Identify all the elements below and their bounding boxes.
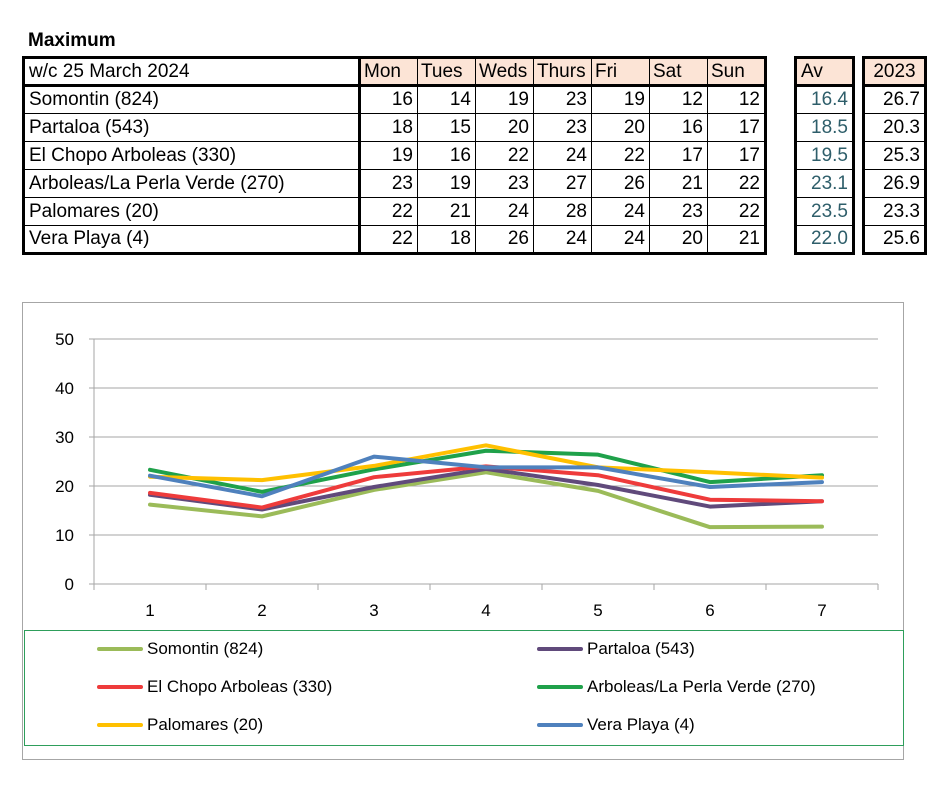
station-name: Somontin (824): [23, 85, 361, 114]
day-header: Sun: [707, 57, 766, 87]
station-name: El Chopo Arboleas (330): [23, 141, 361, 170]
x-tick-label: 2: [257, 601, 266, 620]
temperature-cell: 22: [359, 225, 418, 254]
year-2023-cell: 23.3: [863, 197, 926, 226]
station-name: Vera Playa (4): [23, 225, 361, 254]
legend-item: Vera Playa (4): [537, 715, 695, 735]
temperature-cell: 12: [707, 85, 766, 114]
temperature-cell: 23: [533, 85, 592, 114]
year-2023-cell: 26.7: [863, 85, 926, 114]
day-header: Thurs: [533, 57, 592, 87]
y-tick-label: 30: [55, 428, 74, 447]
temperature-cell: 16: [417, 141, 476, 170]
year-header: 2023: [863, 57, 926, 87]
temperature-cell: 19: [475, 85, 534, 114]
legend-label: Vera Playa (4): [587, 715, 695, 734]
y-tick-label: 0: [65, 575, 74, 594]
y-tick-label: 10: [55, 526, 74, 545]
series-line-0: [148, 470, 824, 530]
temperature-cell: 23: [533, 113, 592, 142]
legend-label: Arboleas/La Perla Verde (270): [587, 677, 816, 696]
series-line-5: [148, 454, 824, 499]
legend-label: Somontin (824): [147, 639, 264, 658]
temperature-cell: 21: [649, 169, 708, 198]
table-row: Palomares (20) 22 21 24 28 24 23 22: [23, 197, 766, 226]
x-tick-label: 7: [817, 601, 826, 620]
table-row: Vera Playa (4) 22 18 26 24 24 20 21: [23, 225, 766, 254]
legend-item: Partaloa (543): [537, 639, 695, 659]
day-header: Fri: [591, 57, 650, 87]
temperature-cell: 23: [359, 169, 418, 198]
temperature-cell: 20: [649, 225, 708, 254]
legend-swatch: [537, 723, 583, 727]
temperature-cell: 23: [475, 169, 534, 198]
temperature-cell: 14: [417, 85, 476, 114]
legend-swatch: [537, 647, 583, 651]
average-cell: 19.5: [795, 141, 854, 170]
week-label: w/c 25 March 2024: [23, 57, 361, 87]
temperature-cell: 24: [533, 225, 592, 254]
legend-swatch: [97, 647, 143, 651]
temperature-cell: 16: [359, 85, 418, 114]
station-name: Palomares (20): [23, 197, 361, 226]
year-2023-table: 2023 26.7 20.3 25.3 26.9 23.3 25.6: [862, 56, 927, 255]
legend-label: Partaloa (543): [587, 639, 695, 658]
x-tick-label: 4: [481, 601, 490, 620]
temperature-cell: 21: [707, 225, 766, 254]
temperature-cell: 24: [591, 197, 650, 226]
temperature-cell: 16: [649, 113, 708, 142]
temperature-cell: 20: [591, 113, 650, 142]
legend-item: Somontin (824): [97, 639, 263, 659]
av-header: Av: [795, 57, 854, 87]
legend-swatch: [97, 723, 143, 727]
year-2023-cell: 25.6: [863, 225, 926, 254]
temperature-cell: 24: [475, 197, 534, 226]
average-table: Av 16.4 18.5 19.5 23.1 23.5 22.0: [794, 56, 855, 255]
table-header-row: w/c 25 March 2024 Mon Tues Weds Thurs Fri Sat S…: [23, 57, 766, 87]
legend-label: Palomares (20): [147, 715, 264, 734]
page-title: Maximum: [28, 30, 116, 51]
station-name: Partaloa (543): [23, 113, 361, 142]
temperature-cell: 22: [707, 197, 766, 226]
temperature-cell: 19: [417, 169, 476, 198]
temperature-cell: 19: [359, 141, 418, 170]
y-tick-label: 40: [55, 379, 74, 398]
y-tick-label: 50: [55, 330, 74, 349]
series-line-4: [148, 443, 824, 483]
x-tick-label: 6: [705, 601, 714, 620]
legend-item: Palomares (20): [97, 715, 263, 735]
year-2023-cell: 25.3: [863, 141, 926, 170]
table-row: Somontin (824) 16 14 19 23 19 12 12: [23, 85, 766, 114]
legend-item: El Chopo Arboleas (330): [97, 677, 332, 697]
temperature-cell: 17: [707, 113, 766, 142]
legend-swatch: [97, 685, 143, 689]
y-tick-label: 20: [55, 477, 74, 496]
average-cell: 22.0: [795, 225, 854, 254]
series-line-3: [148, 448, 824, 494]
average-cell: 16.4: [795, 85, 854, 114]
chart-frame: [22, 302, 904, 760]
average-cell: 18.5: [795, 113, 854, 142]
x-tick-label: 1: [145, 601, 154, 620]
legend-item: Arboleas/La Perla Verde (270): [537, 677, 816, 697]
x-tick-label: 3: [369, 601, 378, 620]
temperature-table: w/c 25 March 2024 Mon Tues Weds Thurs Fri Sat S…: [22, 56, 767, 255]
chart-legend: Somontin (824) Partaloa (543) El Chopo Arb…: [24, 630, 904, 746]
table-row: Partaloa (543) 18 15 20 23 20 16 17: [23, 113, 766, 142]
temperature-cell: 22: [707, 169, 766, 198]
table-row: El Chopo Arboleas (330) 19 16 22 24 22 17 17: [23, 141, 766, 170]
x-tick-label: 5: [593, 601, 602, 620]
legend-label: El Chopo Arboleas (330): [147, 677, 333, 696]
day-header: Tues: [417, 57, 476, 87]
temperature-cell: 17: [707, 141, 766, 170]
temperature-cell: 23: [649, 197, 708, 226]
day-header: Sat: [649, 57, 708, 87]
temperature-cell: 24: [533, 141, 592, 170]
temperature-cell: 24: [591, 225, 650, 254]
temperature-cell: 18: [417, 225, 476, 254]
legend-swatch: [537, 685, 583, 689]
